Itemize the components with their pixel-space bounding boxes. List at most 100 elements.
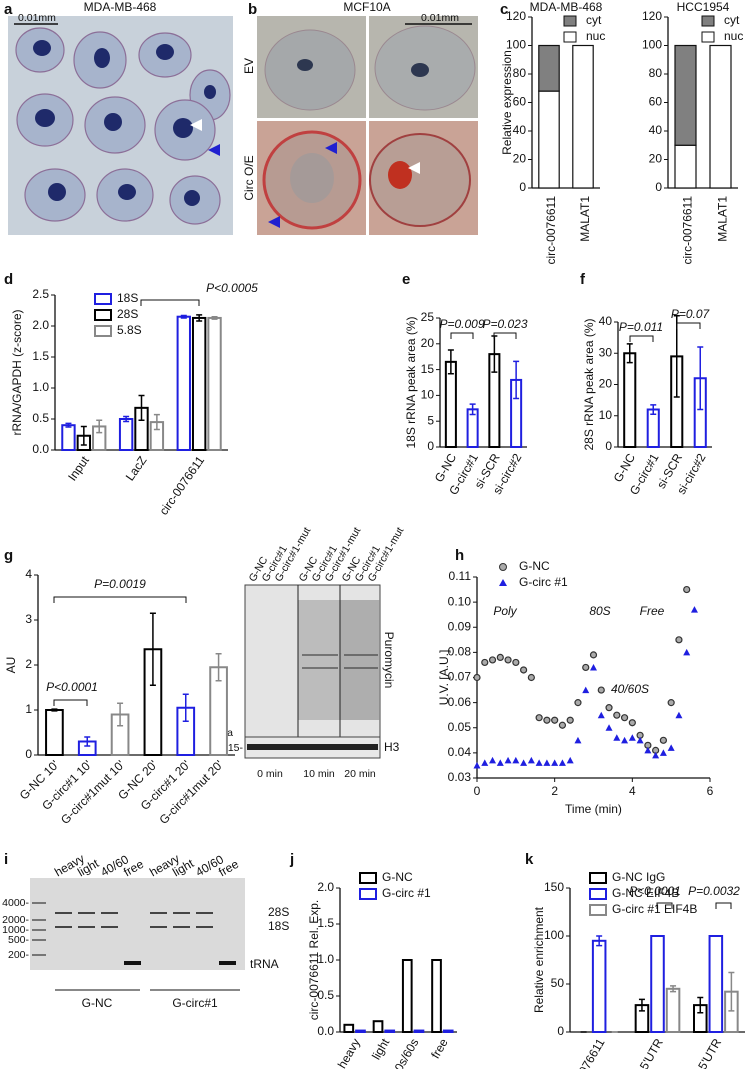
- annotation: P=0.011: [619, 320, 663, 334]
- point: [628, 734, 636, 741]
- point: [535, 759, 543, 766]
- ladder-label: 1000-: [2, 924, 29, 936]
- annotation: P<0.0001: [46, 680, 98, 694]
- panel-letter: i: [4, 851, 8, 868]
- y-axis-label: circ-0076611 Rel. Exp.: [307, 900, 321, 1021]
- point: [512, 756, 520, 764]
- bar-segment: [538, 90, 560, 189]
- error-bar: [196, 314, 203, 322]
- point: [489, 756, 497, 764]
- chart-title: MDA-MB-468: [530, 0, 603, 14]
- y-tick-label: 20: [599, 377, 613, 391]
- annotation: P=0.07: [671, 307, 711, 321]
- point: [551, 759, 559, 766]
- x-tick-label: circ-0076611: [156, 453, 207, 517]
- annotation: P=0.0019: [94, 577, 146, 591]
- bar-segment: [674, 44, 697, 146]
- y-tick-label: 0: [519, 180, 526, 194]
- error-bar: [596, 935, 603, 947]
- panel-letter: k: [525, 851, 534, 868]
- time-label: 10 min: [303, 768, 335, 780]
- point: [659, 736, 668, 744]
- x-tick-label: Input: [65, 453, 92, 483]
- bracket: [53, 699, 88, 706]
- legend-label: 18S: [117, 291, 138, 305]
- y-tick-label: 2: [25, 657, 32, 671]
- error-bar: [513, 360, 520, 400]
- bar: [442, 1029, 454, 1034]
- error-bar: [138, 394, 145, 421]
- point: [496, 653, 504, 662]
- bar-segment: [709, 44, 732, 189]
- y-axis-label: AU: [4, 657, 18, 674]
- bar: [384, 1029, 396, 1034]
- legend-label: G-NC: [519, 559, 550, 573]
- error-bar: [697, 346, 704, 411]
- y-tick-label: 0.09: [448, 619, 472, 633]
- error-bar: [51, 708, 58, 712]
- bar: [372, 1020, 384, 1034]
- group-label: G-NC: [82, 996, 113, 1010]
- error-bar: [211, 315, 218, 320]
- y-tick-label: 60: [649, 95, 663, 109]
- y-tick-label: 5: [427, 413, 434, 427]
- y-tick-label: 10: [599, 408, 613, 422]
- bar: [45, 709, 64, 756]
- panel-title: MDA-MB-468: [84, 0, 157, 14]
- y-tick-label: 1: [25, 702, 32, 716]
- point: [558, 721, 567, 729]
- y-tick-label: 30: [599, 345, 613, 359]
- bar: [207, 316, 222, 451]
- y-axis-label: rRNA/GAPDH (z-score): [10, 309, 24, 435]
- legend-marker: [499, 563, 507, 571]
- bar: [708, 935, 724, 1033]
- bracket: [656, 902, 673, 909]
- error-bar: [728, 971, 735, 1012]
- legend-swatch: [701, 31, 715, 43]
- point: [481, 759, 489, 766]
- error-bar: [697, 996, 704, 1014]
- x-tick-label: VEGFA 5'UTR: [674, 1036, 724, 1069]
- annotation: P=0.009: [439, 317, 484, 331]
- y-tick-label: 2.0: [317, 880, 334, 894]
- error-bar: [65, 422, 72, 428]
- x-tick-label: light: [369, 1036, 392, 1063]
- point: [582, 663, 590, 672]
- y-tick-label: 0.5: [32, 411, 49, 425]
- y-tick-label: 0: [655, 180, 662, 194]
- y-axis-label: Relative expression: [500, 50, 514, 155]
- legend-label: G-NC IgG: [612, 870, 665, 884]
- panel-letter: e: [402, 271, 410, 288]
- point: [667, 699, 675, 707]
- error-bar: [673, 315, 680, 398]
- error-bar: [153, 413, 160, 431]
- x-tick-label: 2: [551, 784, 558, 798]
- legend-swatch: [94, 293, 112, 305]
- point: [628, 719, 636, 727]
- x-tick-label: CCNB2 5'UTR: [615, 1036, 666, 1069]
- y-tick-label: 120: [506, 9, 526, 23]
- y-tick-label: 2.0: [32, 318, 49, 332]
- error-bar: [670, 985, 677, 993]
- annotation: P=0.0032: [688, 884, 740, 898]
- gel: [30, 878, 245, 991]
- y-tick-label: 100: [506, 38, 526, 52]
- point: [558, 759, 566, 766]
- legend-swatch: [563, 15, 577, 27]
- point: [636, 736, 644, 744]
- point: [543, 759, 551, 766]
- legend-swatch: [589, 904, 607, 916]
- band-label: H3: [384, 740, 400, 754]
- point: [473, 761, 481, 769]
- point: [543, 716, 551, 724]
- point: [473, 673, 481, 682]
- bar: [665, 987, 681, 1033]
- point: [574, 736, 582, 744]
- y-tick-label: 0.05: [448, 720, 472, 734]
- annotation: P<0.0005: [206, 281, 258, 295]
- annotation: P<0.0001: [629, 884, 681, 898]
- y-axis-label: Relative enrichment: [532, 906, 546, 1013]
- panel-letter: j: [289, 851, 294, 868]
- legend-swatch: [589, 872, 607, 884]
